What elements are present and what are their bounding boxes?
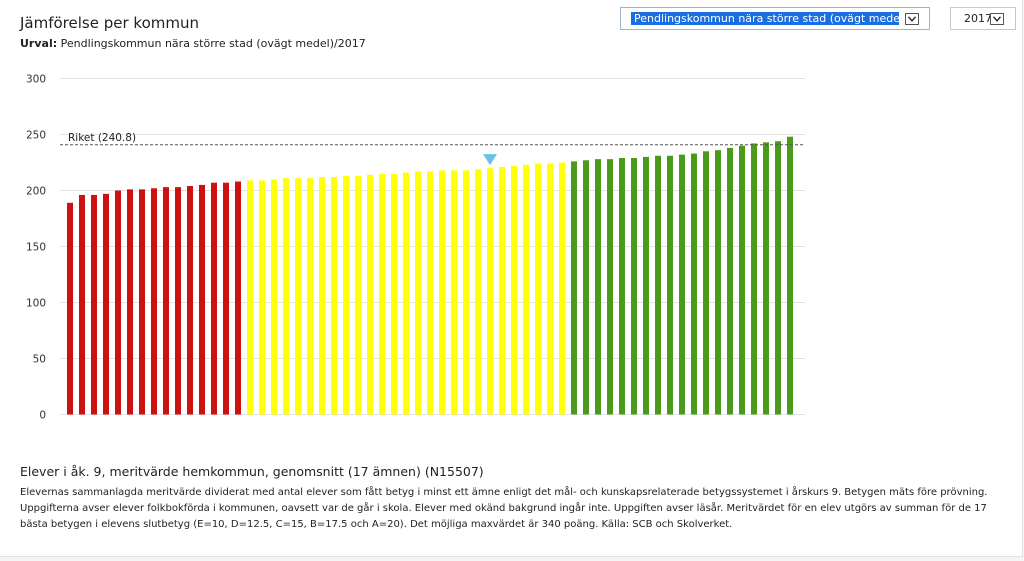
bar[interactable]: [667, 155, 673, 415]
bar[interactable]: [679, 154, 685, 415]
bar[interactable]: [379, 173, 385, 415]
bar[interactable]: [439, 170, 445, 415]
bar[interactable]: [199, 184, 205, 415]
bar[interactable]: [355, 175, 361, 415]
year-select-value: 2017: [964, 12, 992, 25]
bar[interactable]: [547, 163, 553, 415]
bar[interactable]: [643, 156, 649, 415]
bar[interactable]: [187, 186, 193, 415]
bar[interactable]: [307, 178, 313, 415]
bar[interactable]: [595, 159, 601, 415]
bar[interactable]: [475, 169, 481, 415]
bar[interactable]: [331, 177, 337, 415]
bar-chart-svg: 0 50 100 150 200 250 300 Riket (240.8): [20, 68, 815, 428]
bar[interactable]: [211, 182, 217, 415]
bar[interactable]: [427, 171, 433, 415]
bar[interactable]: [535, 163, 541, 415]
bar[interactable]: [499, 166, 505, 415]
bar[interactable]: [283, 178, 289, 415]
selection-subtitle: Urval: Pendlingskommun nära större stad …: [20, 37, 366, 50]
bar[interactable]: [247, 180, 253, 415]
y-tick-label: 150: [26, 242, 46, 254]
bar[interactable]: [691, 153, 697, 415]
bar[interactable]: [235, 181, 241, 415]
bars: [67, 136, 793, 415]
bar[interactable]: [763, 142, 769, 415]
bar[interactable]: [67, 202, 73, 415]
bar[interactable]: [727, 147, 733, 415]
bar[interactable]: [583, 160, 589, 415]
bar[interactable]: [619, 158, 625, 415]
bar[interactable]: [787, 136, 793, 415]
bar[interactable]: [463, 170, 469, 415]
bar[interactable]: [223, 182, 229, 415]
bar[interactable]: [367, 174, 373, 415]
page-title: Jämförelse per kommun: [20, 14, 199, 32]
bar[interactable]: [259, 180, 265, 415]
bar[interactable]: [655, 155, 661, 415]
municipality-group-select-value: Pendlingskommun nära större stad (ovägt …: [631, 12, 899, 25]
indicator-title: Elever i åk. 9, meritvärde hemkommun, ge…: [20, 464, 484, 479]
bar[interactable]: [271, 179, 277, 415]
y-tick-label: 100: [26, 298, 46, 310]
selection-value: Pendlingskommun nära större stad (ovägt …: [57, 37, 366, 50]
bar[interactable]: [139, 189, 145, 415]
bar[interactable]: [391, 173, 397, 415]
bar[interactable]: [115, 190, 121, 415]
bar[interactable]: [175, 187, 181, 415]
bar[interactable]: [343, 175, 349, 415]
bar[interactable]: [415, 171, 421, 415]
bar[interactable]: [703, 151, 709, 415]
bar[interactable]: [607, 159, 613, 415]
bar[interactable]: [403, 172, 409, 415]
bar[interactable]: [559, 162, 565, 415]
y-tick-label: 250: [26, 130, 46, 142]
chevron-down-icon[interactable]: [990, 13, 1004, 25]
bar[interactable]: [163, 187, 169, 415]
year-select[interactable]: 2017: [950, 7, 1016, 30]
bar[interactable]: [739, 145, 745, 415]
bar[interactable]: [631, 158, 637, 415]
selected-marker: [483, 154, 497, 166]
bar-chart: 0 50 100 150 200 250 300 Riket (240.8): [20, 68, 820, 432]
bar[interactable]: [295, 178, 301, 415]
y-tick-label: 0: [39, 410, 46, 422]
y-axis-labels: 0 50 100 150 200 250 300: [26, 74, 46, 422]
bar[interactable]: [487, 168, 493, 415]
municipality-group-select[interactable]: Pendlingskommun nära större stad (ovägt …: [620, 7, 930, 30]
bar[interactable]: [523, 164, 529, 415]
bar[interactable]: [319, 177, 325, 415]
bar[interactable]: [79, 194, 85, 415]
y-tick-label: 200: [26, 186, 46, 198]
bar[interactable]: [775, 141, 781, 415]
bar[interactable]: [103, 193, 109, 415]
chevron-down-icon[interactable]: [905, 13, 919, 25]
bar[interactable]: [571, 161, 577, 415]
bar[interactable]: [127, 189, 133, 415]
y-tick-label: 50: [33, 354, 46, 366]
bar[interactable]: [151, 188, 157, 415]
bar[interactable]: [511, 165, 517, 415]
selected-municipality-marker: [483, 154, 497, 166]
y-tick-label: 300: [26, 74, 46, 86]
bar[interactable]: [451, 170, 457, 415]
indicator-description: Elevernas sammanlagda meritvärde divider…: [20, 487, 988, 530]
reference-line-label: Riket (240.8): [68, 132, 136, 144]
selection-label: Urval:: [20, 37, 58, 50]
bar[interactable]: [751, 143, 757, 415]
bar[interactable]: [715, 150, 721, 415]
reference-line: Riket (240.8): [60, 132, 805, 146]
bar[interactable]: [91, 194, 97, 415]
